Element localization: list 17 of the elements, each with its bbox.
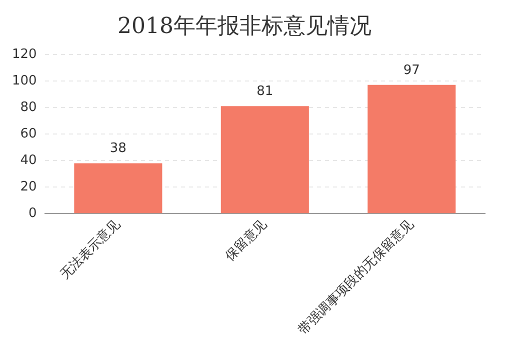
bar [368, 84, 456, 214]
y-tick-label: 0 [28, 206, 37, 222]
y-tick-label: 100 [12, 73, 37, 88]
x-tick-label: 无法表示意见 [58, 216, 124, 283]
x-tick-label: 带强调事项段的无保留意见 [296, 216, 417, 338]
y-tick-label: 40 [20, 152, 37, 168]
data-label: 38 [110, 141, 126, 156]
y-tick-label: 80 [20, 100, 37, 115]
y-tick-label: 60 [20, 126, 37, 142]
bar [220, 106, 309, 214]
data-label: 81 [256, 84, 274, 100]
bar [74, 163, 162, 214]
data-label: 97 [403, 62, 420, 78]
x-tick-label: 保留意见 [222, 216, 270, 264]
chart-title: 2018年年报非标意见情况 [118, 14, 372, 39]
y-tick-label: 120 [12, 46, 37, 62]
y-tick-label: 20 [20, 179, 37, 194]
